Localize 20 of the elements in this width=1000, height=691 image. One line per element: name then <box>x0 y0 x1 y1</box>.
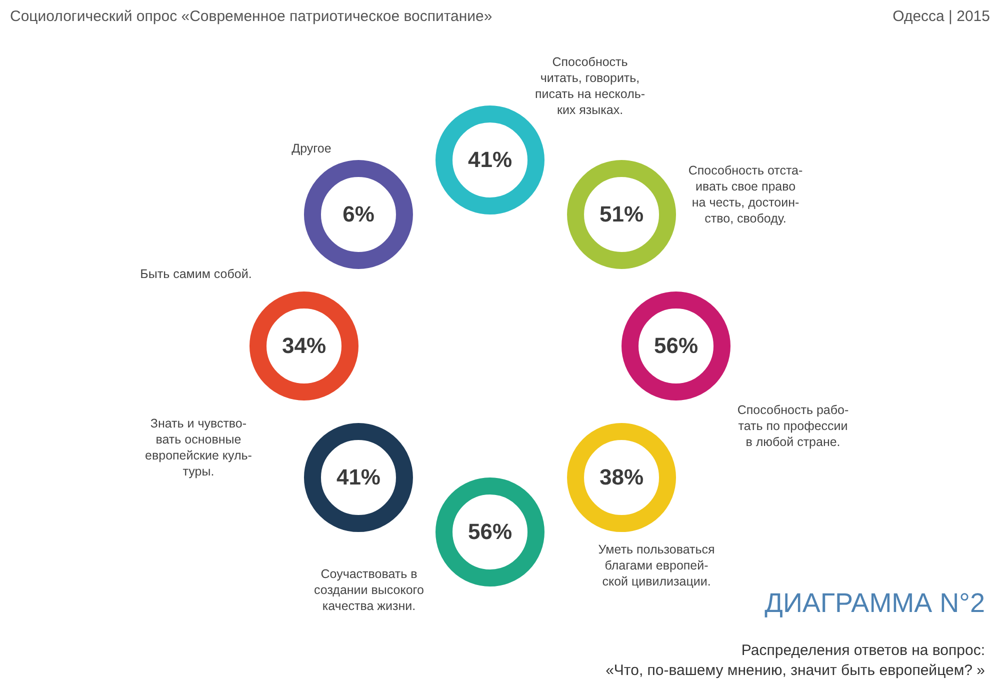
category-label: Другое <box>292 141 332 156</box>
data-label: 56% <box>468 519 512 544</box>
category-label: Знать и чувство- вать основные европейские куль- туры. <box>145 416 252 479</box>
text: Распределения ответов на вопрос: «Что, по-вашему мнению, значит быть европейцем? » <box>606 642 985 679</box>
category-label: Быть самим собой. <box>140 267 252 281</box>
category-label: Способность рабо- тать по профессии в любой стране. <box>737 403 849 449</box>
category-label: Уметь пользоваться благами европей- ской цивилизации. <box>598 542 715 589</box>
category-label: Соучаствовать в создании высокого качества жизни. <box>314 567 424 613</box>
data-label: 38% <box>600 464 644 490</box>
data-label: 34% <box>282 333 326 358</box>
data-label: 41% <box>336 464 380 490</box>
text: Одесса | 2015 <box>892 8 990 25</box>
category-label: Способность отста- ивать свое право на честь, достоин- ство, свободу. <box>688 163 803 226</box>
data-label: 6% <box>342 201 374 226</box>
category-label: Способность читать, говорить, писать на несколь- ких языках. <box>534 55 646 117</box>
data-label: 51% <box>600 201 644 226</box>
data-label: 41% <box>468 147 512 172</box>
text: ДИАГРАММА N°2 <box>764 588 985 618</box>
data-label: 56% <box>654 333 698 358</box>
text: Социологический опрос «Современное патриотическое воспитание» <box>10 8 492 25</box>
